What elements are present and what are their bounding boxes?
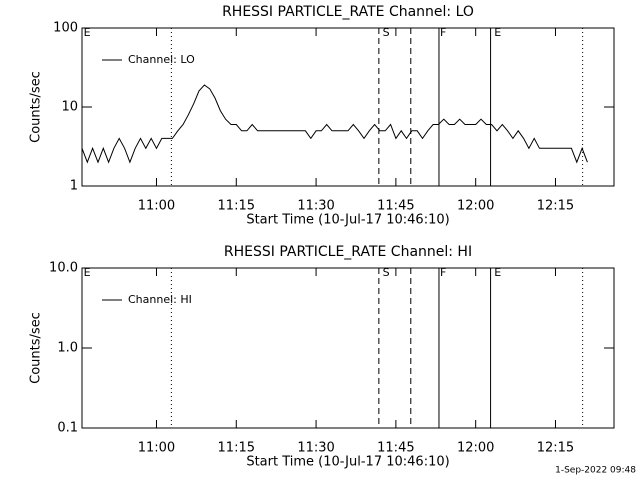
x-tick-label: 11:15 bbox=[218, 441, 255, 456]
event-flag: E bbox=[494, 26, 501, 39]
y-tick-label: 1.0 bbox=[57, 341, 78, 356]
y-tick-label: 0.1 bbox=[57, 421, 78, 436]
y-axis-label: Counts/sec bbox=[29, 71, 44, 143]
event-flag: E bbox=[84, 266, 91, 279]
y-tick-label: 100 bbox=[53, 21, 78, 36]
event-flag: F bbox=[440, 26, 446, 39]
event-flag: E bbox=[84, 26, 91, 39]
y-tick-label: 10.0 bbox=[49, 261, 78, 276]
x-tick-label: 11:30 bbox=[297, 441, 334, 456]
y-tick-label: 1 bbox=[70, 179, 78, 194]
y-axis-label: Counts/sec bbox=[29, 312, 44, 384]
x-tick-label: 11:00 bbox=[138, 199, 175, 214]
plot-frame bbox=[81, 267, 615, 429]
x-tick-label: 12:00 bbox=[457, 199, 494, 214]
event-flag: E bbox=[494, 266, 501, 279]
data-line bbox=[81, 84, 588, 164]
x-tick-label: 12:00 bbox=[457, 441, 494, 456]
x-tick-label: 11:45 bbox=[377, 199, 414, 214]
x-tick-label: 12:15 bbox=[537, 441, 574, 456]
timestamp: 1-Sep-2022 09:48 bbox=[555, 466, 636, 476]
x-tick-label: 11:15 bbox=[218, 199, 255, 214]
x-tick-label: 11:45 bbox=[377, 441, 414, 456]
x-tick-label: 11:30 bbox=[297, 199, 334, 214]
legend-label: Channel: LO bbox=[128, 53, 195, 66]
y-tick-label: 10 bbox=[61, 100, 78, 115]
event-flag: F bbox=[440, 266, 446, 279]
event-flag: S bbox=[383, 266, 390, 279]
x-tick-label: 11:00 bbox=[138, 441, 175, 456]
legend-label: Channel: HI bbox=[128, 293, 192, 306]
plot-frame bbox=[81, 27, 615, 187]
chart-title: RHESSI PARTICLE_RATE Channel: HI bbox=[224, 244, 472, 260]
chart-title: RHESSI PARTICLE_RATE Channel: LO bbox=[222, 4, 474, 20]
event-flag: S bbox=[383, 26, 390, 39]
x-axis-label: Start Time (10-Jul-17 10:46:10) bbox=[246, 455, 449, 470]
x-axis-label: Start Time (10-Jul-17 10:46:10) bbox=[246, 213, 449, 228]
x-tick-label: 12:15 bbox=[537, 199, 574, 214]
